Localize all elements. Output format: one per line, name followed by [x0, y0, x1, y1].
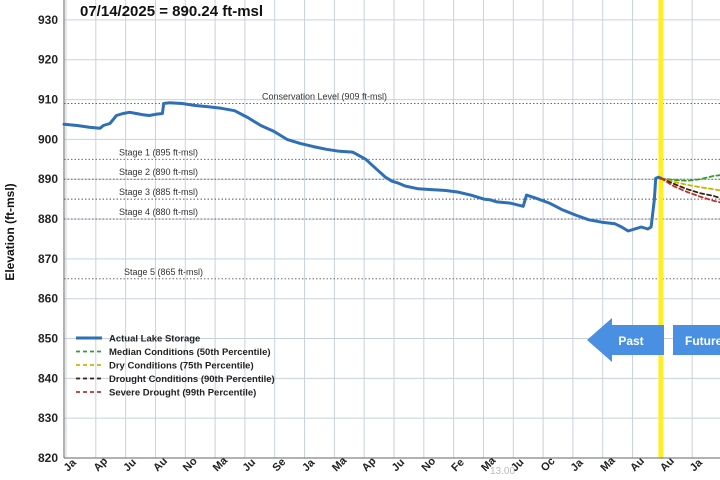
y-tick-label: 850: [38, 332, 58, 346]
y-tick-label: 920: [38, 53, 58, 67]
chart-title: 07/14/2025 = 890.24 ft-msl: [80, 3, 263, 20]
past-arrow-icon: [587, 318, 664, 362]
legend-entry-label: Dry Conditions (75th Percentile): [109, 361, 254, 372]
legend-entry-label: Severe Drought (99th Percentile): [109, 388, 256, 399]
stage-reference-label: Conservation Level (909 ft-msl): [262, 92, 387, 102]
stage-reference-label: Stage 2 (890 ft-msl): [119, 167, 198, 177]
reference-lines-layer: Conservation Level (909 ft-msl) Stage 1 (…: [64, 92, 720, 280]
stage-reference-label: Stage 3 (885 ft-msl): [119, 187, 198, 197]
legend-entry-label: Actual Lake Storage: [109, 334, 200, 345]
x-tick-label: Ma: [330, 454, 350, 474]
past-label: Past: [618, 334, 643, 348]
future-arrow-icon: [673, 325, 720, 355]
future-label: Future: [685, 334, 720, 348]
actual-storage-line: [62, 101, 663, 233]
y-tick-label: 820: [38, 451, 58, 465]
forecast-line-1: [660, 174, 720, 182]
forecast-line-4: [660, 177, 720, 204]
x-tick-label: Ju: [390, 457, 408, 475]
y-tick-label: 890: [38, 172, 58, 186]
y-tick-label: 860: [38, 292, 58, 306]
legend-entry-label: Median Conditions (50th Percentile): [109, 347, 271, 358]
y-axis-label: Elevation (ft-msl): [3, 183, 17, 280]
x-tick-label: Ja: [62, 456, 80, 474]
y-tick-label: 840: [38, 371, 58, 385]
stage-reference-label: Stage 5 (865 ft-msl): [124, 267, 203, 277]
y-tick-label: 880: [38, 212, 58, 226]
x-tick-label: Se: [270, 456, 288, 474]
y-tick-label: 870: [38, 252, 58, 266]
x-tick-label: Ja: [569, 456, 587, 474]
forecast-line-2: [660, 177, 720, 192]
stage-reference-label: Stage 4 (880 ft-msl): [119, 207, 198, 217]
stage-reference-label: Stage 1 (895 ft-msl): [119, 147, 198, 157]
axis-layer: 07/14/2025 = 890.24 ft-msl Elevation (ft…: [3, 0, 720, 477]
grid-layer: [64, 0, 720, 459]
x-tick-label: Ma: [598, 454, 618, 474]
x-tick-label: Ja: [688, 456, 706, 474]
series-layer: [62, 101, 720, 233]
x-tick-label: Ma: [211, 454, 231, 474]
y-tick-label: 910: [38, 93, 58, 107]
watermark-text: 13.00: [490, 466, 515, 477]
past-future-arrows: Past Future: [587, 318, 720, 362]
legend: Actual Lake Storage Median Conditions (50…: [76, 334, 275, 399]
legend-entry-label: Drought Conditions (90th Percentile): [109, 374, 275, 385]
x-tick-label: Ju: [121, 457, 139, 475]
x-tick-label: Ja: [300, 456, 318, 474]
forecast-line-3: [660, 177, 720, 199]
y-tick-label: 930: [38, 13, 58, 27]
y-tick-label: 830: [38, 411, 58, 425]
x-tick-label: Fe: [449, 457, 467, 475]
x-tick-label: Ju: [241, 457, 259, 475]
y-tick-label: 900: [38, 132, 58, 146]
